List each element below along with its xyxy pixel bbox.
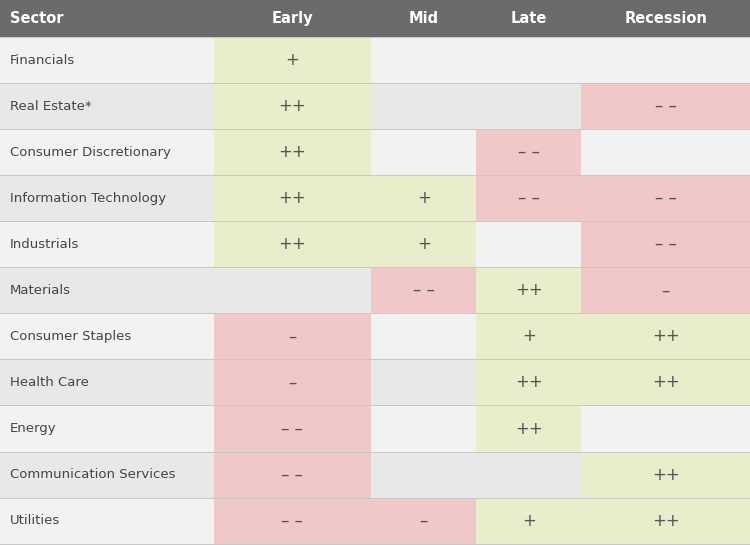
Text: – –: – –: [655, 97, 676, 115]
Bar: [0, 498, 750, 544]
Bar: [214, 0, 371, 37]
Bar: [214, 313, 371, 360]
Bar: [214, 83, 371, 129]
Text: Recession: Recession: [624, 11, 707, 26]
Bar: [0, 313, 750, 360]
Text: ++: ++: [514, 373, 542, 391]
Bar: [0, 37, 750, 83]
Text: – –: – –: [655, 235, 676, 253]
Text: Industrials: Industrials: [10, 238, 80, 251]
Bar: [214, 221, 371, 268]
Bar: [371, 498, 476, 544]
Text: Consumer Discretionary: Consumer Discretionary: [10, 146, 170, 159]
Bar: [581, 83, 750, 129]
Bar: [581, 268, 750, 313]
Text: Energy: Energy: [10, 422, 56, 435]
Bar: [0, 83, 750, 129]
Text: Mid: Mid: [409, 11, 439, 26]
Bar: [581, 452, 750, 498]
Text: +: +: [286, 51, 299, 69]
Bar: [0, 360, 750, 405]
Bar: [476, 360, 581, 405]
Text: – –: – –: [413, 281, 435, 299]
Text: Consumer Staples: Consumer Staples: [10, 330, 131, 343]
Text: Sector: Sector: [10, 11, 63, 26]
Bar: [214, 129, 371, 175]
Bar: [214, 37, 371, 83]
Text: ++: ++: [514, 420, 542, 438]
Bar: [371, 221, 476, 268]
Text: ++: ++: [652, 465, 680, 483]
Text: ++: ++: [652, 512, 680, 530]
Bar: [0, 129, 750, 175]
Bar: [214, 405, 371, 452]
Text: +: +: [417, 189, 430, 207]
Bar: [476, 268, 581, 313]
Bar: [476, 0, 581, 37]
Text: ++: ++: [652, 373, 680, 391]
Bar: [476, 405, 581, 452]
Text: – –: – –: [281, 512, 304, 530]
Bar: [476, 129, 581, 175]
Bar: [214, 452, 371, 498]
Bar: [371, 175, 476, 221]
Bar: [0, 452, 750, 498]
Bar: [0, 405, 750, 452]
Bar: [581, 175, 750, 221]
Text: Late: Late: [511, 11, 547, 26]
Text: Health Care: Health Care: [10, 376, 88, 389]
Text: Communication Services: Communication Services: [10, 468, 176, 481]
Text: –: –: [419, 512, 428, 530]
Text: +: +: [417, 235, 430, 253]
Bar: [214, 175, 371, 221]
Text: ++: ++: [278, 143, 306, 161]
Text: Financials: Financials: [10, 53, 75, 66]
Bar: [581, 313, 750, 360]
Text: –: –: [288, 373, 297, 391]
Text: Real Estate*: Real Estate*: [10, 100, 92, 113]
Text: –: –: [288, 328, 297, 346]
Bar: [581, 221, 750, 268]
Text: ++: ++: [278, 235, 306, 253]
Bar: [476, 498, 581, 544]
Bar: [581, 498, 750, 544]
Text: Information Technology: Information Technology: [10, 192, 166, 205]
Bar: [214, 498, 371, 544]
Text: +: +: [522, 512, 536, 530]
Text: – –: – –: [281, 420, 304, 438]
Bar: [0, 0, 214, 37]
Bar: [581, 0, 750, 37]
Text: – –: – –: [281, 465, 304, 483]
Bar: [476, 313, 581, 360]
Bar: [476, 175, 581, 221]
Bar: [214, 360, 371, 405]
Text: ++: ++: [652, 328, 680, 346]
Text: – –: – –: [518, 143, 540, 161]
Bar: [371, 268, 476, 313]
Text: Early: Early: [272, 11, 314, 26]
Text: ++: ++: [514, 281, 542, 299]
Text: – –: – –: [518, 189, 540, 207]
Text: ++: ++: [278, 97, 306, 115]
Bar: [0, 268, 750, 313]
Text: – –: – –: [655, 189, 676, 207]
Bar: [0, 175, 750, 221]
Text: –: –: [662, 281, 670, 299]
Text: Materials: Materials: [10, 284, 70, 297]
Bar: [0, 221, 750, 268]
Text: ++: ++: [278, 189, 306, 207]
Text: Utilities: Utilities: [10, 514, 60, 527]
Text: +: +: [522, 328, 536, 346]
Bar: [371, 0, 476, 37]
Bar: [581, 360, 750, 405]
